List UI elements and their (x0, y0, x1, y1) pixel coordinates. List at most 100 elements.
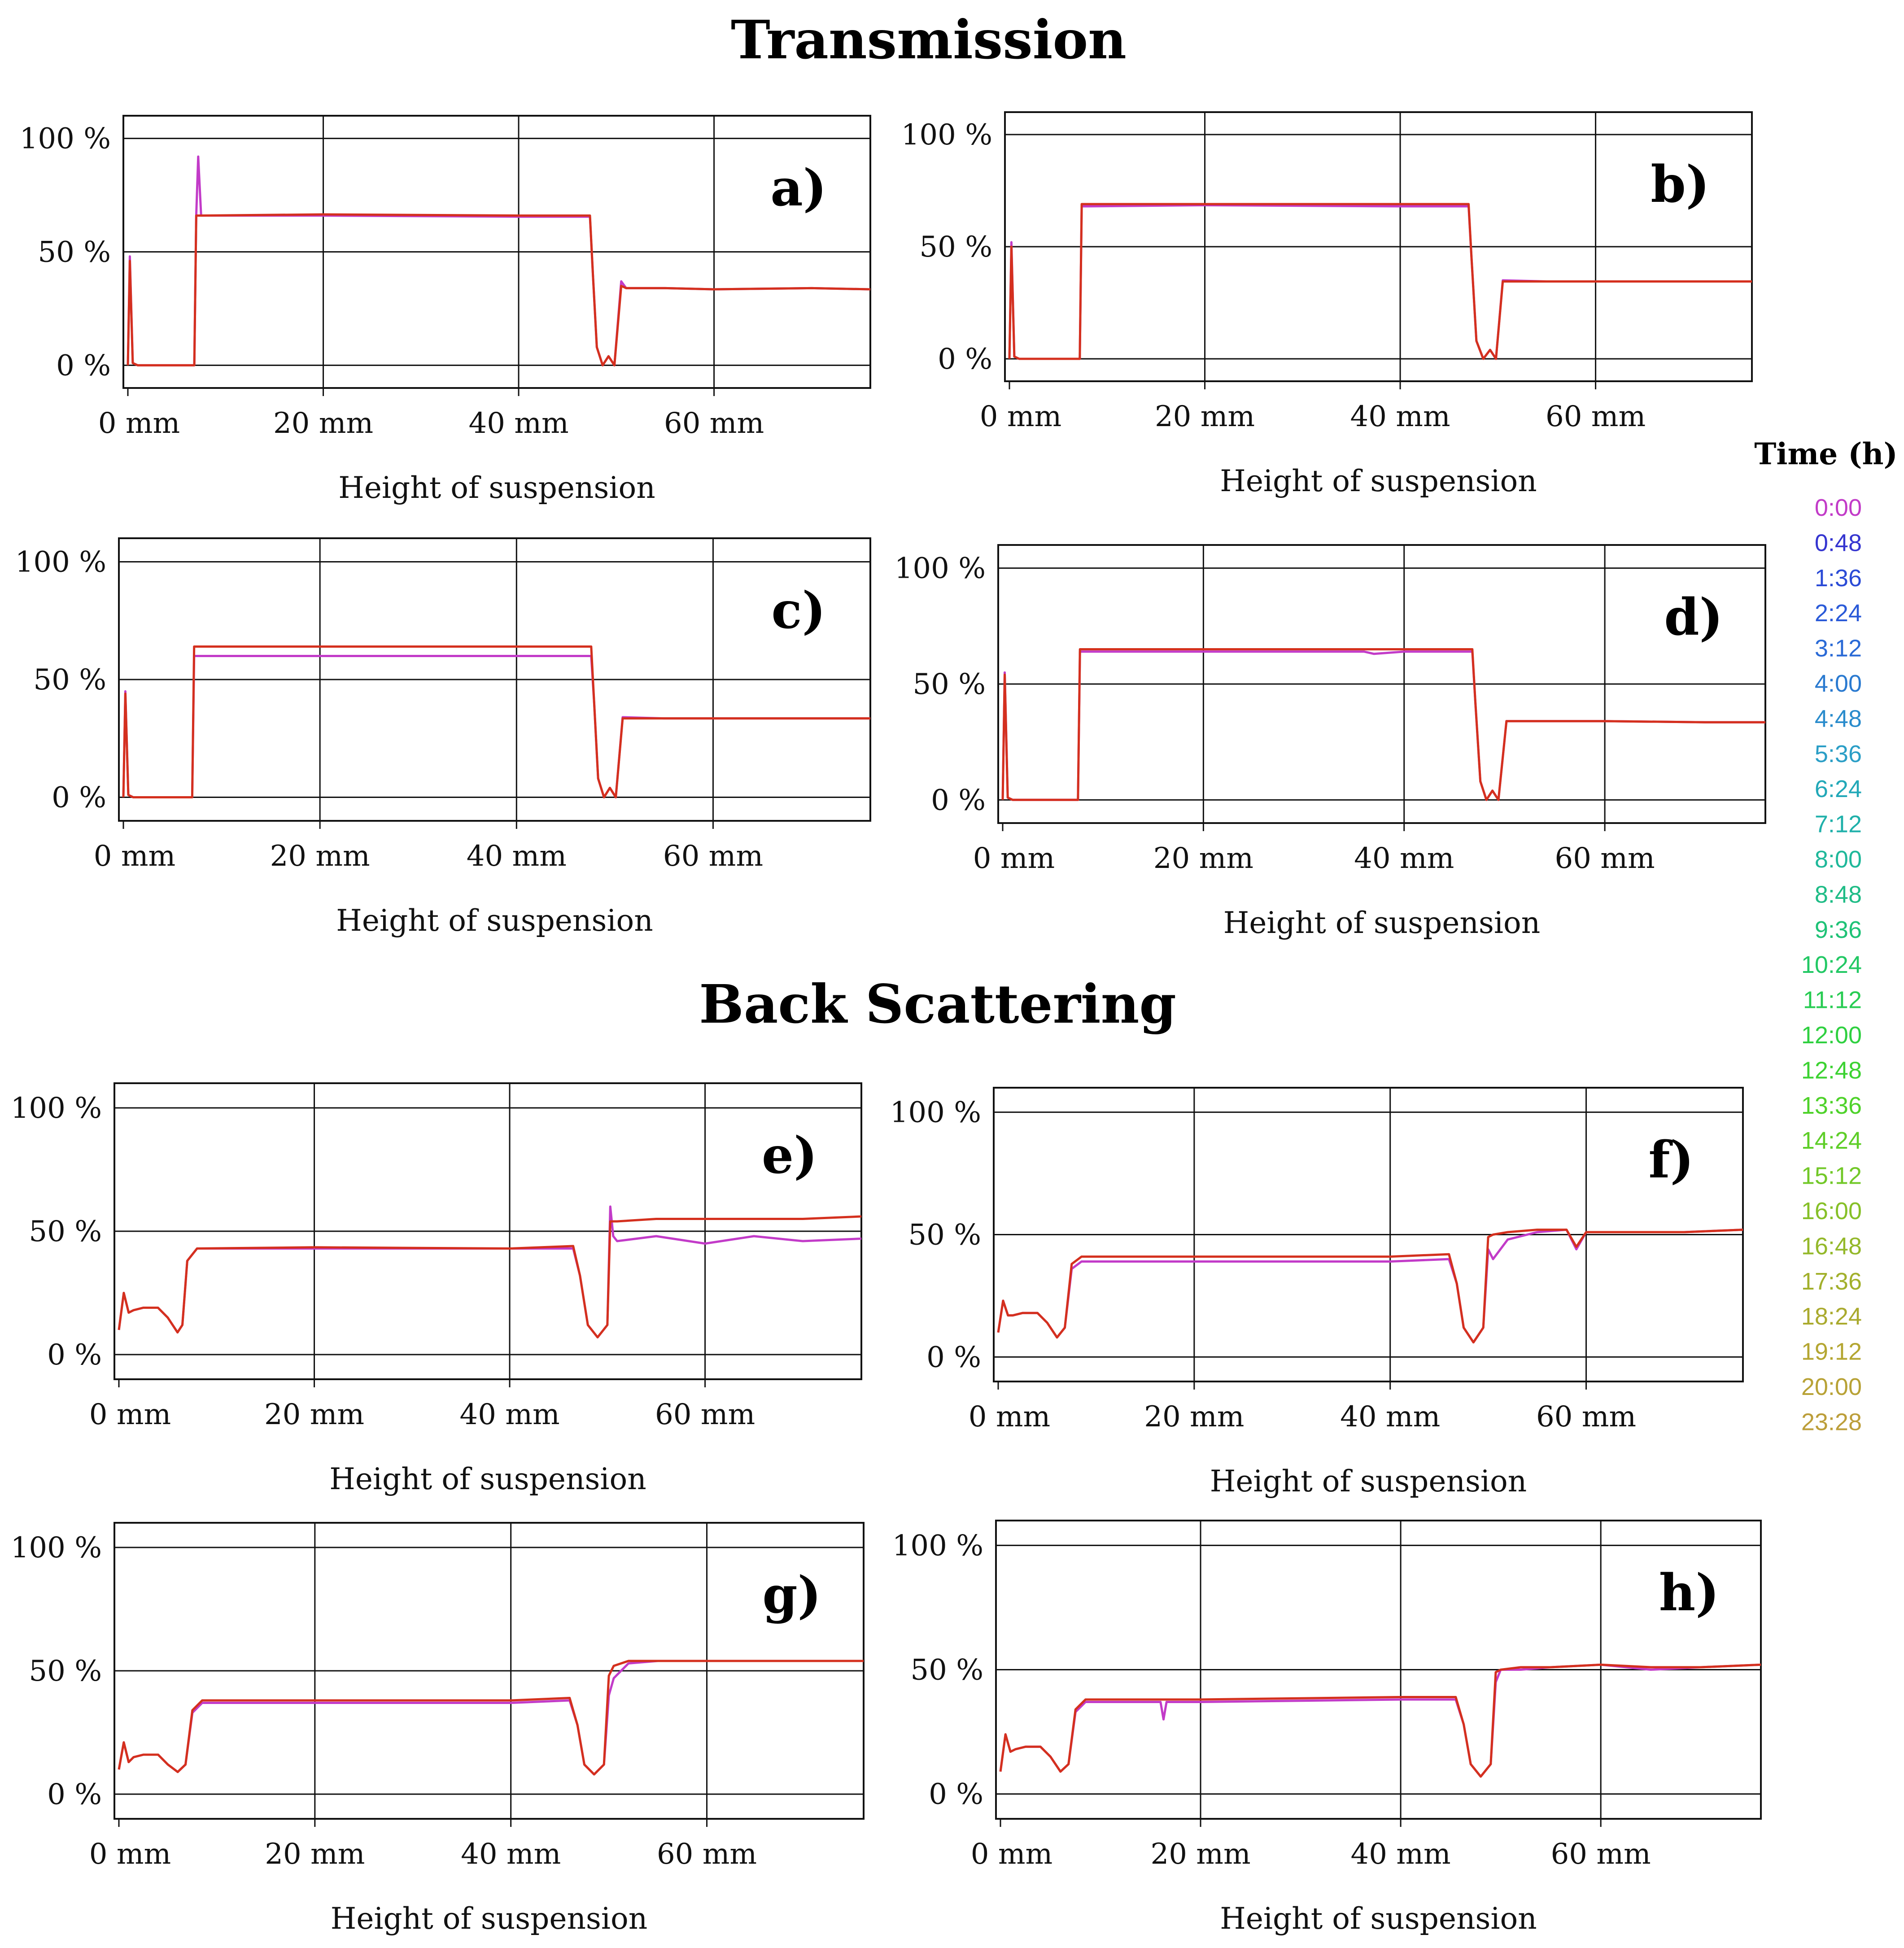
y-tick-label: 50 % (919, 231, 992, 264)
legend-item: 13:36 (1801, 1092, 1862, 1119)
legend-item: 0:48 (1815, 529, 1862, 556)
y-tick-label: 50 % (910, 1654, 983, 1687)
x-axis-label: Height of suspension (1210, 1464, 1527, 1499)
x-tick-label: 40 mm (1354, 842, 1454, 875)
legend-item: 2:24 (1815, 600, 1862, 627)
series-line-23-28 (122, 645, 870, 798)
y-tick-label: 100 % (11, 1531, 102, 1565)
panel-d: 100 % 50 % 0 % 0 mm 20 mm 40 mm 60 mm d) Height … (895, 544, 1766, 940)
x-tick-label: 60 mm (663, 840, 763, 873)
x-tick-label: 40 mm (467, 840, 567, 873)
legend-item: 23:28 (1801, 1408, 1862, 1435)
y-tick-label: 0 % (929, 1778, 983, 1811)
x-tick-label: 60 mm (1536, 1400, 1636, 1434)
x-tick-label: 20 mm (1155, 400, 1255, 433)
x-tick-label: 20 mm (270, 840, 370, 873)
y-tick-label: 100 % (892, 1529, 983, 1562)
y-tick-label: 50 % (33, 663, 106, 697)
x-tick-label: 0 mm (973, 842, 1055, 875)
x-tick-label: 40 mm (459, 1398, 559, 1431)
panel-label: h) (1659, 1564, 1719, 1622)
x-tick-label: 40 mm (1351, 1838, 1451, 1871)
legend-item: 1:36 (1815, 565, 1862, 592)
back-scattering-title: Back Scattering (699, 973, 1176, 1035)
y-tick-label: 50 % (29, 1655, 102, 1688)
y-tick-label: 0 % (47, 1778, 102, 1811)
legend-item: 8:00 (1815, 846, 1862, 873)
y-tick-label: 0 % (56, 349, 111, 382)
panel-label: b) (1651, 155, 1709, 214)
x-tick-label: 20 mm (1144, 1400, 1244, 1434)
x-tick-label: 40 mm (1340, 1400, 1440, 1434)
y-tick-label: 100 % (895, 552, 986, 585)
x-axis-label: Height of suspension (331, 1901, 647, 1936)
x-tick-label: 60 mm (1555, 842, 1655, 875)
series-line-23-28 (997, 1229, 1743, 1344)
y-tick-label: 100 % (890, 1096, 981, 1129)
x-axis-label: Height of suspension (336, 903, 653, 938)
x-axis-label: Height of suspension (329, 1462, 646, 1496)
y-tick-label: 100 % (11, 1092, 102, 1125)
series-line-23-28 (127, 213, 871, 366)
legend-item: 11:12 (1803, 987, 1862, 1014)
x-tick-label: 20 mm (265, 1838, 365, 1871)
x-axis-label: Height of suspension (1220, 464, 1537, 498)
y-tick-label: 0 % (926, 1341, 981, 1374)
panel-e: 100 % 50 % 0 % 0 mm 20 mm 40 mm 60 mm e) Height … (11, 1082, 862, 1496)
x-tick-label: 0 mm (971, 1838, 1052, 1871)
x-tick-label: 0 mm (89, 1398, 171, 1431)
legend-item: 14:24 (1801, 1127, 1862, 1154)
x-tick-label: 20 mm (264, 1398, 364, 1431)
legend-item: 18:24 (1801, 1303, 1862, 1330)
legend-item: 12:00 (1801, 1022, 1862, 1049)
x-tick-label: 20 mm (1150, 1838, 1250, 1871)
x-tick-label: 0 mm (980, 400, 1061, 433)
x-tick-label: 40 mm (461, 1838, 561, 1871)
legend-item: 5:36 (1815, 741, 1862, 767)
legend-item: 0:00 (1815, 494, 1862, 521)
x-tick-label: 20 mm (273, 407, 373, 440)
x-tick-label: 40 mm (468, 407, 568, 440)
panel-label: c) (771, 581, 825, 640)
series-line-23-28 (1001, 648, 1765, 801)
legend-item: 3:12 (1815, 635, 1862, 662)
x-tick-label: 60 mm (664, 407, 764, 440)
series-line-23-28 (118, 1660, 864, 1776)
y-tick-label: 100 % (20, 122, 111, 156)
x-tick-label: 20 mm (1153, 842, 1253, 875)
y-tick-label: 50 % (38, 236, 111, 269)
y-tick-label: 100 % (901, 118, 992, 152)
legend-item: 15:12 (1801, 1163, 1862, 1190)
legend-item: 4:48 (1815, 705, 1862, 732)
y-tick-label: 50 % (29, 1215, 102, 1248)
x-tick-label: 60 mm (1546, 400, 1646, 433)
legend-item: 4:00 (1815, 670, 1862, 697)
panel-c: 100 % 50 % 0 % 0 mm 20 mm 40 mm 60 mm c) Height … (15, 537, 871, 938)
legend-item: 7:12 (1815, 811, 1862, 838)
panel-label: d) (1664, 588, 1723, 647)
legend-title: Time (h) (1754, 436, 1897, 471)
legend-item: 8:48 (1815, 881, 1862, 908)
y-tick-label: 0 % (52, 781, 106, 815)
legend-item: 19:12 (1801, 1338, 1862, 1365)
panel-a: 100 % 50 % 0 % 0 mm 20 mm 40 mm 60 mm a) Height … (20, 115, 871, 505)
x-tick-label: 40 mm (1350, 400, 1450, 433)
panel-h: 100 % 50 % 0 % 0 mm 20 mm 40 mm 60 mm h) Height … (892, 1520, 1762, 1936)
legend-item: 10:24 (1801, 951, 1862, 978)
legend-item: 12:48 (1801, 1057, 1862, 1084)
legend: Time (h) 0:00 0:48 1:36 2:24 3:12 4:00 4:48 5:3… (1754, 436, 1897, 1435)
legend-item: 9:36 (1815, 916, 1862, 943)
y-tick-label: 0 % (938, 343, 992, 376)
x-axis-label: Height of suspension (338, 471, 655, 505)
x-tick-label: 60 mm (657, 1838, 757, 1871)
legend-item: 6:24 (1815, 776, 1862, 802)
x-axis-label: Height of suspension (1220, 1901, 1537, 1936)
y-tick-label: 50 % (913, 668, 986, 701)
series-line-23-28 (1008, 203, 1752, 360)
panel-label: g) (762, 1566, 821, 1625)
legend-item: 16:48 (1801, 1233, 1862, 1259)
panel-label: a) (770, 159, 827, 218)
y-tick-label: 0 % (47, 1338, 102, 1372)
series-line-23-28 (999, 1663, 1761, 1778)
